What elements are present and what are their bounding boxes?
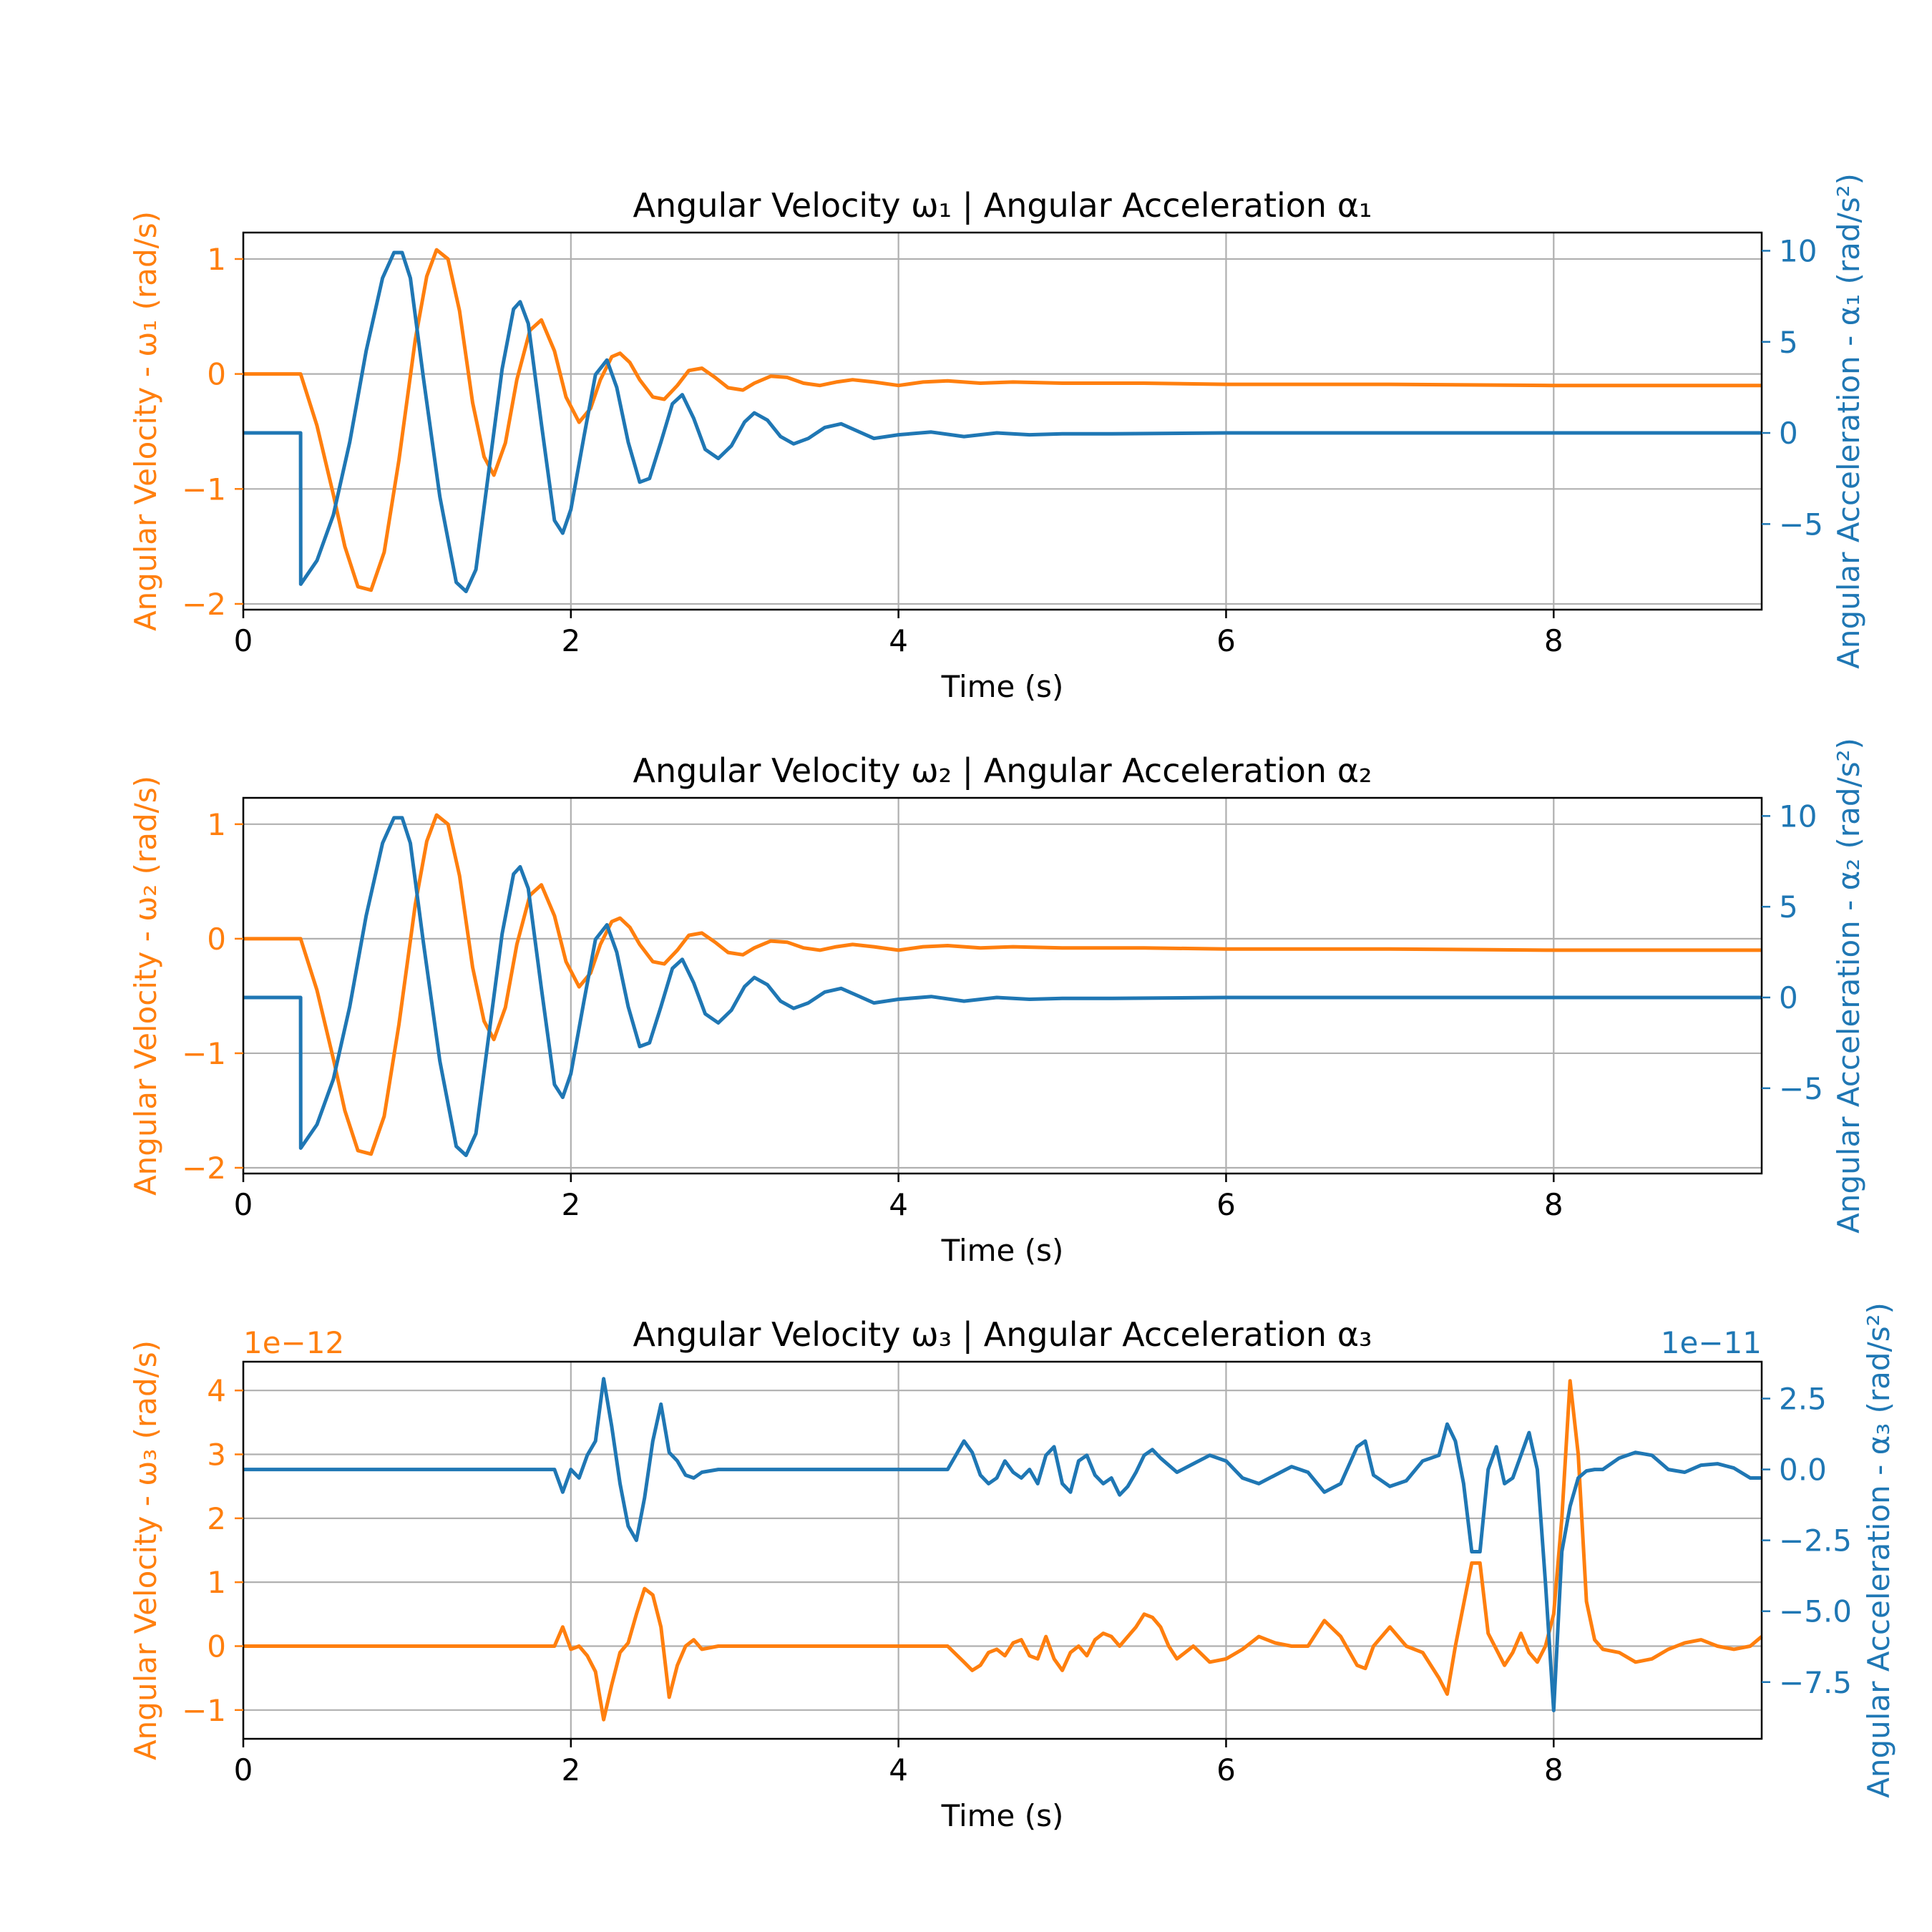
x-axis-label: Time (s)	[941, 669, 1064, 704]
y-right-tick-label: −5	[1779, 1071, 1823, 1106]
y-left-tick-label: −2	[182, 587, 226, 622]
x-tick-label: 4	[889, 623, 908, 658]
y-right-axis-label: Angular Acceleration - α₂ (rad/s²)	[1831, 738, 1866, 1234]
x-tick-label: 2	[561, 623, 580, 658]
y-left-tick-label: −2	[182, 1151, 226, 1186]
series-line-angular-acceleration	[243, 250, 1762, 593]
y-right-tick-label: 0	[1779, 980, 1798, 1015]
y-left-offset-label: 1e−12	[243, 1325, 344, 1360]
y-left-axis-label: Angular Velocity - ω₁ (rad/s)	[128, 211, 163, 631]
subplot-1: Angular Velocity ω₁ | Angular Accelerati…	[128, 173, 1866, 704]
y-left-tick-label: 1	[207, 1565, 226, 1600]
y-right-tick-label: 10	[1779, 233, 1817, 268]
y-left-tick-label: 0	[207, 922, 226, 957]
axes-frame	[242, 796, 1763, 1175]
x-tick-label: 8	[1544, 1752, 1563, 1787]
x-tick-label: 4	[889, 1752, 908, 1787]
x-tick-label: 4	[889, 1187, 908, 1222]
y-right-tick-label: 5	[1779, 325, 1798, 360]
y-left-axis-label: Angular Velocity - ω₃ (rad/s)	[128, 1340, 163, 1760]
x-tick-label: 8	[1544, 623, 1563, 658]
subplot-title: Angular Velocity ω₃ | Angular Accelerati…	[633, 1315, 1372, 1355]
x-tick-label: 6	[1216, 1187, 1236, 1222]
y-right-tick-label: −5	[1779, 507, 1823, 542]
y-left-tick-label: 2	[207, 1501, 226, 1536]
series-line-angular-acceleration	[243, 816, 1762, 1158]
y-right-tick-label: 0	[1779, 416, 1798, 451]
series-line-angular-velocity	[243, 248, 1762, 592]
y-left-tick-label: −1	[182, 472, 226, 507]
y-left-tick-label: 0	[207, 1629, 226, 1664]
y-left-tick-label: 1	[207, 242, 226, 277]
x-tick-label: 6	[1216, 1752, 1236, 1787]
axes-frame	[242, 231, 1763, 611]
axes-frame	[242, 1360, 1763, 1740]
y-right-tick-label: −2.5	[1779, 1523, 1852, 1558]
y-left-tick-label: 0	[207, 357, 226, 392]
y-left-tick-label: −1	[182, 1036, 226, 1071]
x-tick-label: 0	[234, 623, 253, 658]
x-axis-label: Time (s)	[941, 1798, 1064, 1833]
y-right-tick-label: 0.0	[1779, 1453, 1827, 1488]
y-right-tick-label: 2.5	[1779, 1382, 1827, 1417]
y-left-axis-label: Angular Velocity - ω₂ (rad/s)	[128, 776, 163, 1196]
x-tick-label: 2	[561, 1752, 580, 1787]
y-right-tick-label: 10	[1779, 799, 1817, 834]
series-line-angular-acceleration	[243, 1377, 1762, 1712]
subplot-title: Angular Velocity ω₁ | Angular Accelerati…	[633, 186, 1372, 225]
y-right-axis-label: Angular Acceleration - α₃ (rad/s²)	[1861, 1302, 1896, 1798]
subplot-2: Angular Velocity ω₂ | Angular Accelerati…	[128, 738, 1866, 1268]
x-tick-label: 0	[234, 1752, 253, 1787]
series-line-angular-velocity	[243, 1379, 1763, 1722]
y-left-tick-label: −1	[182, 1693, 226, 1728]
y-right-axis-label: Angular Acceleration - α₁ (rad/s²)	[1831, 173, 1866, 669]
x-axis-label: Time (s)	[941, 1233, 1064, 1268]
y-left-tick-label: 4	[207, 1373, 226, 1408]
x-tick-label: 2	[561, 1187, 580, 1222]
y-left-tick-label: 3	[207, 1438, 226, 1473]
y-right-tick-label: −5.0	[1779, 1594, 1852, 1629]
x-tick-label: 0	[234, 1187, 253, 1222]
series-line-angular-velocity	[243, 813, 1762, 1156]
x-tick-label: 6	[1216, 623, 1236, 658]
y-right-tick-label: 5	[1779, 889, 1798, 924]
y-right-offset-label: 1e−11	[1661, 1325, 1762, 1360]
x-tick-label: 8	[1544, 1187, 1563, 1222]
y-left-tick-label: 1	[207, 807, 226, 842]
y-right-tick-label: −7.5	[1779, 1665, 1852, 1700]
subplot-title: Angular Velocity ω₂ | Angular Accelerati…	[633, 751, 1372, 791]
subplot-3: Angular Velocity ω₃ | Angular Accelerati…	[128, 1302, 1896, 1833]
